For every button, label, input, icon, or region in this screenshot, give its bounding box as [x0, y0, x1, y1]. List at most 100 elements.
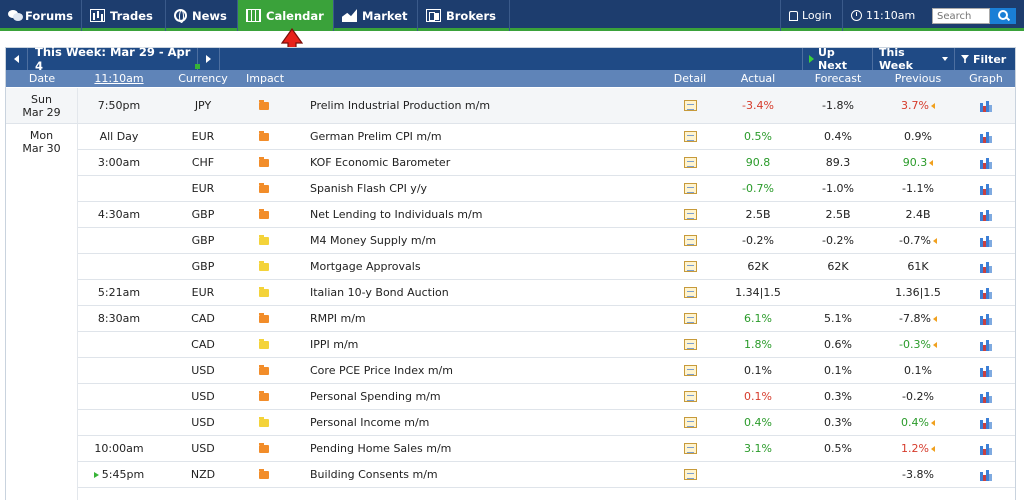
up-next-button[interactable]: Up Next: [802, 46, 872, 72]
revised-icon[interactable]: [932, 341, 937, 348]
graph-cell[interactable]: [966, 150, 1006, 175]
detail-folder-icon[interactable]: [683, 365, 697, 376]
graph-icon[interactable]: [979, 365, 993, 377]
event-title[interactable]: Personal Income m/m: [310, 416, 430, 429]
this-week-dropdown[interactable]: This Week: [872, 46, 954, 72]
detail-cell[interactable]: [676, 280, 704, 305]
detail-cell[interactable]: [676, 124, 704, 149]
graph-cell[interactable]: [966, 384, 1006, 409]
graph-cell[interactable]: [966, 202, 1006, 227]
graph-icon[interactable]: [979, 339, 993, 351]
event-title[interactable]: IPPI m/m: [310, 338, 359, 351]
event-title[interactable]: RMPI m/m: [310, 312, 366, 325]
graph-icon[interactable]: [979, 157, 993, 169]
detail-folder-icon[interactable]: [683, 261, 697, 272]
detail-folder-icon[interactable]: [683, 417, 697, 428]
table-row[interactable]: USD Core PCE Price Index m/m 0.1% 0.1% 0.1%: [78, 358, 1015, 384]
filter-button[interactable]: Filter: [954, 48, 1015, 70]
search-input[interactable]: [932, 8, 990, 24]
graph-cell[interactable]: [966, 358, 1006, 383]
graph-icon[interactable]: [979, 391, 993, 403]
detail-cell[interactable]: [676, 436, 704, 461]
table-row[interactable]: 3:00am CHF KOF Economic Barometer 90.8 89.3 9…: [78, 150, 1015, 176]
table-row[interactable]: USD Personal Spending m/m 0.1% 0.3% -0.2%: [78, 384, 1015, 410]
graph-icon[interactable]: [979, 209, 993, 221]
graph-icon[interactable]: [979, 469, 993, 481]
graph-cell[interactable]: [966, 436, 1006, 461]
graph-icon[interactable]: [979, 287, 993, 299]
event-title[interactable]: M4 Money Supply m/m: [310, 234, 437, 247]
revised-icon[interactable]: [929, 159, 934, 166]
detail-folder-icon[interactable]: [683, 209, 697, 220]
event-title[interactable]: Building Consents m/m: [310, 468, 438, 481]
graph-cell[interactable]: [966, 462, 1006, 487]
event-title[interactable]: Core PCE Price Index m/m: [310, 364, 453, 377]
nav-trades[interactable]: Trades: [82, 0, 166, 31]
search-button[interactable]: [990, 8, 1016, 24]
detail-folder-icon[interactable]: [683, 391, 697, 402]
nav-calendar[interactable]: Calendar: [238, 0, 334, 31]
revised-icon[interactable]: [930, 102, 935, 109]
nav-brokers[interactable]: Brokers: [418, 0, 510, 31]
detail-folder-icon[interactable]: [683, 469, 697, 480]
graph-cell[interactable]: [966, 176, 1006, 201]
detail-cell[interactable]: [676, 306, 704, 331]
revised-icon[interactable]: [932, 315, 937, 322]
table-row[interactable]: USD Personal Income m/m 0.4% 0.3% 0.4%: [78, 410, 1015, 436]
graph-icon[interactable]: [979, 131, 993, 143]
nav-market[interactable]: Market: [334, 0, 418, 31]
event-title[interactable]: Mortgage Approvals: [310, 260, 421, 273]
graph-cell[interactable]: [966, 124, 1006, 149]
graph-cell[interactable]: [966, 332, 1006, 357]
event-title[interactable]: Spanish Flash CPI y/y: [310, 182, 428, 195]
graph-cell[interactable]: [966, 254, 1006, 279]
detail-cell[interactable]: [676, 254, 704, 279]
nav-forums[interactable]: Forums: [0, 0, 82, 31]
graph-icon[interactable]: [979, 443, 993, 455]
detail-folder-icon[interactable]: [683, 443, 697, 454]
revised-icon[interactable]: [932, 237, 937, 244]
event-title[interactable]: German Prelim CPI m/m: [310, 130, 442, 143]
event-title[interactable]: KOF Economic Barometer: [310, 156, 451, 169]
detail-cell[interactable]: [676, 150, 704, 175]
event-title[interactable]: Personal Spending m/m: [310, 390, 441, 403]
event-title[interactable]: Pending Home Sales m/m: [310, 442, 452, 455]
detail-folder-icon[interactable]: [683, 183, 697, 194]
graph-cell[interactable]: [966, 410, 1006, 435]
detail-cell[interactable]: [676, 462, 704, 487]
clock[interactable]: 11:10am: [842, 0, 926, 31]
detail-cell[interactable]: [676, 332, 704, 357]
graph-icon[interactable]: [979, 313, 993, 325]
detail-cell[interactable]: [676, 202, 704, 227]
table-row[interactable]: EUR Spanish Flash CPI y/y -0.7% -1.0% -1.1%: [78, 176, 1015, 202]
table-row[interactable]: 10:00am USD Pending Home Sales m/m 3.1% 0.5%…: [78, 436, 1015, 462]
table-row[interactable]: All Day EUR German Prelim CPI m/m 0.5% 0.4% 0…: [78, 124, 1015, 150]
detail-folder-icon[interactable]: [683, 131, 697, 142]
week-selector[interactable]: This Week: Mar 29 - Apr 4: [28, 45, 198, 73]
table-row[interactable]: 4:30am GBP Net Lending to Individuals m/m 2…: [78, 202, 1015, 228]
detail-folder-icon[interactable]: [683, 339, 697, 350]
graph-icon[interactable]: [979, 235, 993, 247]
table-row[interactable]: 7:50pm JPY Prelim Industrial Production m/…: [78, 88, 1015, 124]
detail-cell[interactable]: [676, 88, 704, 123]
nav-news[interactable]: News: [166, 0, 238, 31]
detail-folder-icon[interactable]: [683, 235, 697, 246]
table-row[interactable]: 8:30am CAD RMPI m/m 6.1% 5.1% -7.8%: [78, 306, 1015, 332]
table-row[interactable]: GBP Mortgage Approvals 62K 62K 61K: [78, 254, 1015, 280]
graph-icon[interactable]: [979, 261, 993, 273]
graph-cell[interactable]: [966, 228, 1006, 253]
detail-folder-icon[interactable]: [683, 313, 697, 324]
table-row[interactable]: 5:45pm NZD Building Consents m/m -3.8%: [78, 462, 1015, 488]
graph-cell[interactable]: [966, 280, 1006, 305]
col-time[interactable]: 11:10am: [94, 72, 144, 85]
detail-folder-icon[interactable]: [683, 100, 697, 111]
table-row[interactable]: GBP M4 Money Supply m/m -0.2% -0.2% -0.7%: [78, 228, 1015, 254]
detail-folder-icon[interactable]: [683, 157, 697, 168]
graph-cell[interactable]: [966, 88, 1006, 123]
graph-icon[interactable]: [979, 183, 993, 195]
graph-cell[interactable]: [966, 306, 1006, 331]
login-link[interactable]: Login: [780, 0, 842, 31]
detail-folder-icon[interactable]: [683, 287, 697, 298]
graph-icon[interactable]: [979, 100, 993, 112]
detail-cell[interactable]: [676, 228, 704, 253]
